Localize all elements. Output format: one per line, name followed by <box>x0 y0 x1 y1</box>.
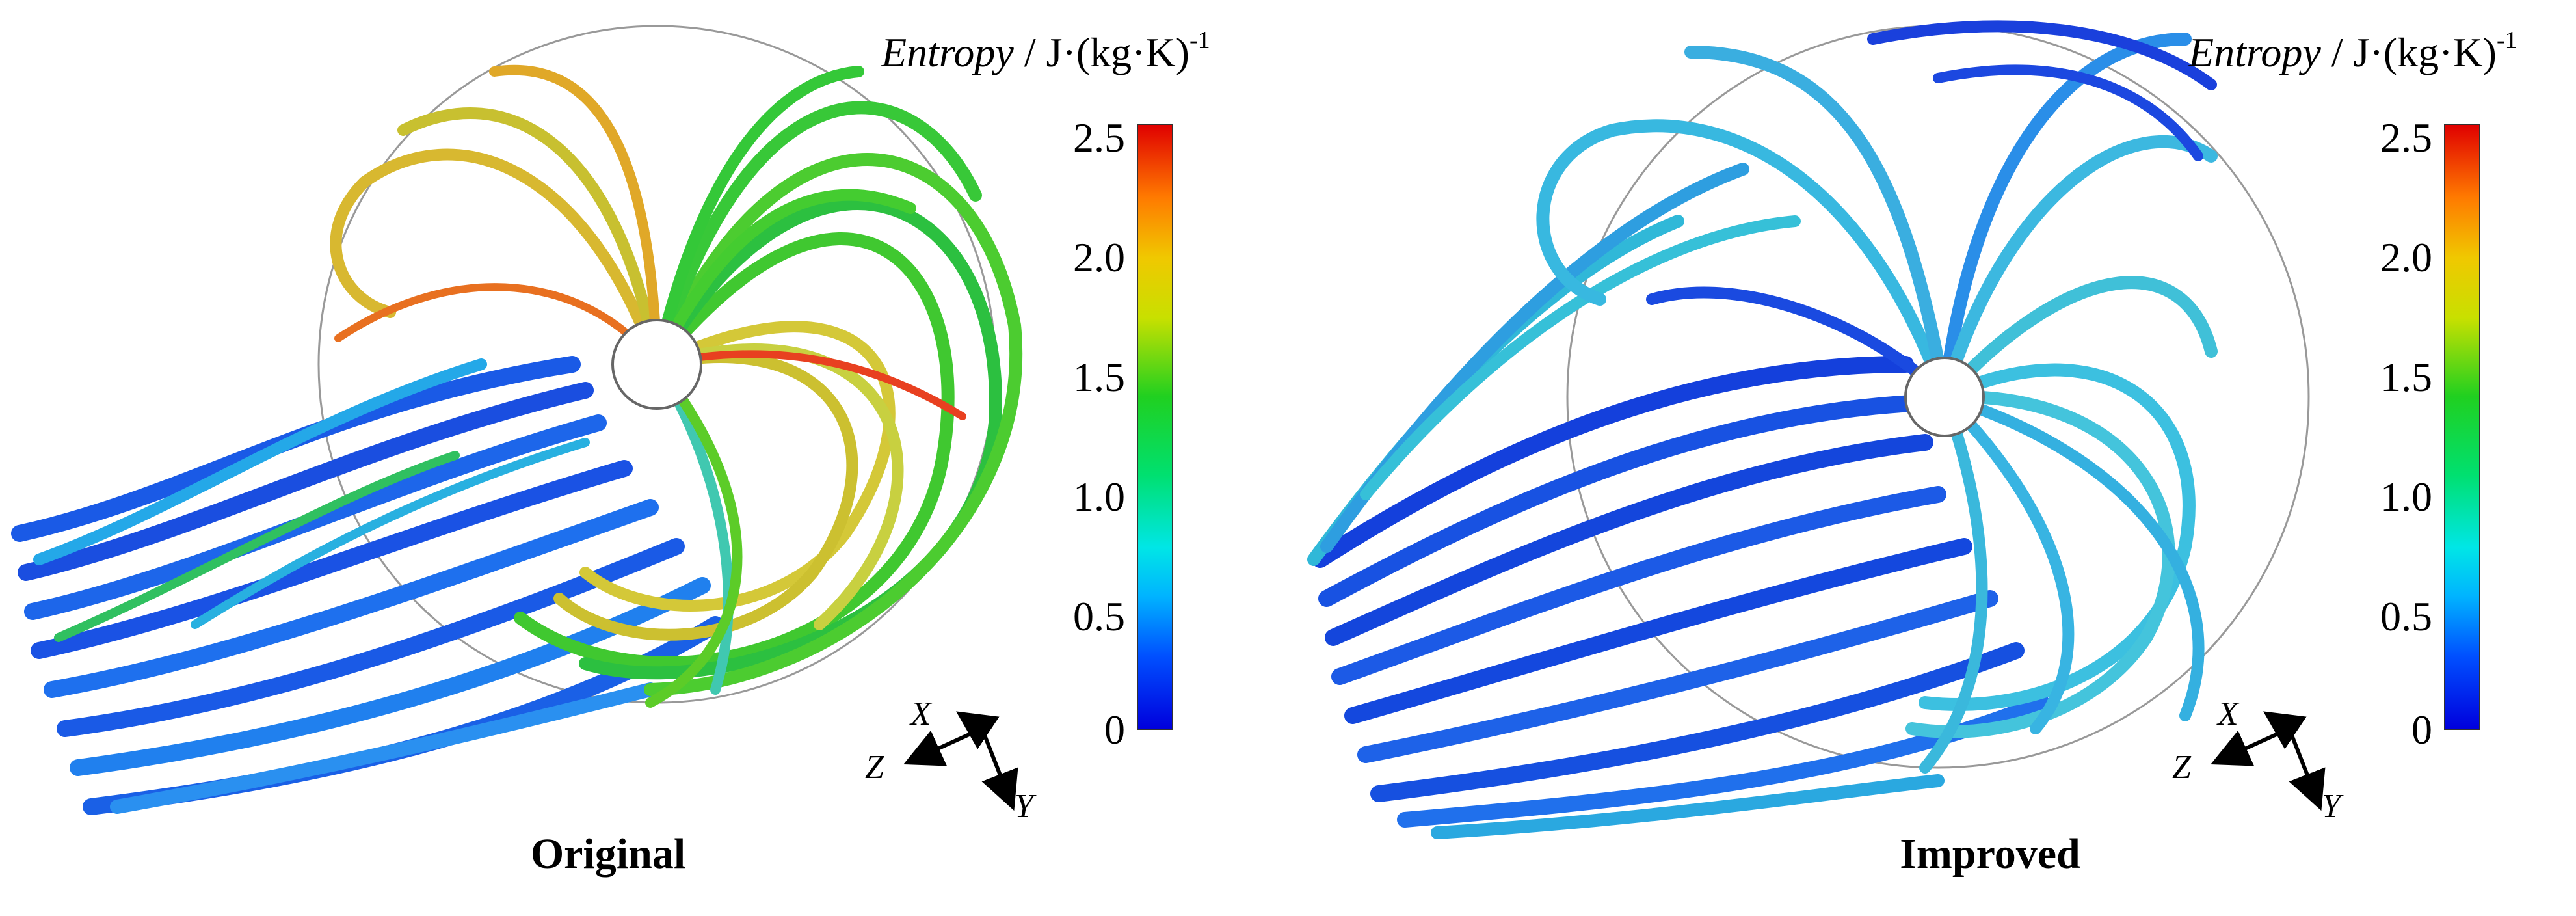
tick-label: 2.5 <box>2380 114 2432 161</box>
tick-label: 0 <box>1104 707 1125 753</box>
tick-label: 0.5 <box>1073 593 1125 640</box>
colorbar-improved <box>2444 124 2480 730</box>
axis-label-z: Z <box>865 749 884 786</box>
streamline-plot-original <box>11 25 1022 815</box>
legend-title-original: Entropy / J·(kg·K)-1 <box>881 27 1210 75</box>
legend-title-improved: Entropy / J·(kg·K)-1 <box>2188 27 2517 75</box>
caption-original: Original <box>530 830 686 878</box>
axis-triad-original <box>903 711 1018 811</box>
tick-label: 0.5 <box>2380 593 2432 640</box>
hub <box>611 319 702 410</box>
tick-label: 2.0 <box>1073 234 1125 280</box>
hub <box>1904 357 1985 437</box>
inlet-streamlines <box>1307 163 2050 839</box>
tick-label: 1.5 <box>2380 354 2432 400</box>
inlet-streamlines <box>11 356 724 815</box>
streamline-plot-improved <box>1307 20 2310 839</box>
caption-improved: Improved <box>1900 830 2080 878</box>
axis-label-z: Z <box>2172 749 2191 786</box>
colorbar-original <box>1137 124 1173 730</box>
axis-label-x: X <box>2218 695 2238 733</box>
tick-label: 0 <box>2411 707 2432 753</box>
axis-label-y: Y <box>1015 788 1033 825</box>
axis-label-x: X <box>910 695 931 733</box>
panel-improved: Entropy / J·(kg·K)-1 2.5 2.0 1.5 1.0 0.5… <box>1288 0 2576 916</box>
axis-label-y: Y <box>2322 788 2341 825</box>
tick-label: 1.0 <box>1073 474 1125 520</box>
volute-streamlines <box>330 64 1022 708</box>
tick-label: 1.5 <box>1073 354 1125 400</box>
panel-original: Entropy / J·(kg·K)-1 2.5 2.0 1.5 1.0 0.5… <box>11 25 1210 878</box>
tick-label: 2.5 <box>1073 114 1125 161</box>
tick-label: 2.0 <box>2380 234 2432 280</box>
tick-label: 1.0 <box>2380 474 2432 520</box>
volute-streamlines <box>1536 20 2218 774</box>
axis-triad-improved <box>2211 711 2326 811</box>
